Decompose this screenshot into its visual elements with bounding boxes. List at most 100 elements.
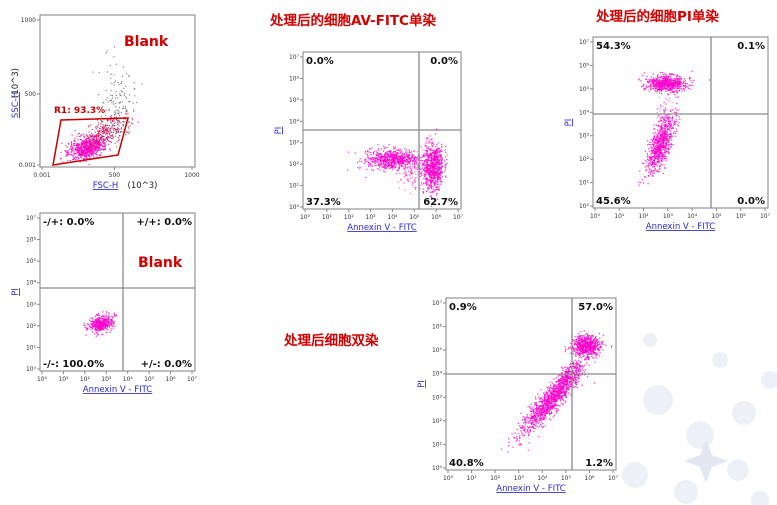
- quadrant-label-upper-left: 0.0%: [306, 56, 334, 67]
- x-tick-label: 0.001: [33, 172, 50, 179]
- quadrant-label-lower-right: 1.2%: [585, 458, 613, 469]
- y-tick-label: 10¹: [432, 441, 443, 448]
- y-axis-unit: (10^3): [11, 68, 21, 98]
- background-dot: [712, 352, 728, 368]
- x-tick-label: 10³: [514, 475, 525, 482]
- y-tick-label: 10⁶: [26, 237, 37, 244]
- y-tick-label: 10⁰: [579, 203, 590, 210]
- y-tick-label: 10⁵: [579, 86, 590, 93]
- x-tick-label: 10⁷: [608, 475, 619, 482]
- x-axis-label: FSC-H: [93, 181, 119, 191]
- quadrant-label-upper-right: +/+: 0.0%: [136, 217, 192, 228]
- x-tick-label: 10³: [101, 376, 112, 383]
- scatter-points: [501, 330, 613, 453]
- title-pi-single: 处理后的细胞PI单染: [595, 8, 719, 25]
- x-axis-unit: (10^3): [128, 181, 158, 191]
- y-tick-label: 10³: [432, 394, 443, 401]
- scatter-points: [83, 311, 117, 337]
- x-axis-label: Annexin V - FITC: [347, 223, 417, 233]
- x-tick-label: 10²: [344, 214, 355, 221]
- x-tick-label: 10⁶: [736, 213, 747, 220]
- background-dot: [643, 333, 657, 347]
- quadrant-label-lower-left: 37.3%: [306, 197, 341, 208]
- x-tick-label: 500: [109, 172, 121, 179]
- y-tick-label: 10⁷: [26, 215, 37, 222]
- x-tick-label: 10²: [639, 213, 650, 220]
- x-tick-label: 10⁰: [590, 213, 601, 220]
- background-star: [684, 439, 728, 483]
- y-tick-label: 10¹: [579, 180, 590, 187]
- x-tick-label: 10³: [663, 213, 674, 220]
- background-dot: [732, 401, 756, 425]
- y-tick-label: 10⁶: [289, 75, 300, 82]
- x-tick-label: 10¹: [58, 376, 69, 383]
- scatter-points: [56, 46, 143, 166]
- y-axis-label: PI: [274, 127, 284, 135]
- x-axis-label: Annexin V - FITC: [496, 484, 566, 494]
- background-dot: [622, 462, 648, 488]
- x-tick-label: 10⁷: [187, 376, 198, 383]
- y-tick-label: 10⁵: [26, 258, 37, 265]
- x-tick-label: 10⁴: [123, 376, 134, 383]
- x-tick-label: 10⁶: [584, 475, 595, 482]
- y-tick-label: 10³: [26, 301, 37, 308]
- background-decoration: [622, 333, 777, 505]
- x-tick-label: 10⁷: [760, 213, 771, 220]
- quadrant-label-upper-left: 0.9%: [449, 302, 477, 313]
- x-tick-label: 10¹: [467, 475, 478, 482]
- y-tick-label: 10²: [26, 323, 37, 330]
- x-axis-label: Annexin V - FITC: [83, 385, 153, 395]
- y-tick-label: 500: [25, 91, 37, 98]
- x-tick-label: 10⁵: [144, 376, 155, 383]
- background-dot: [751, 491, 769, 505]
- y-tick-label: 10⁷: [289, 54, 300, 61]
- y-tick-label: 10³: [289, 140, 300, 147]
- x-tick-label: 10⁰: [37, 376, 48, 383]
- quadrant-label-lower-right: 62.7%: [423, 197, 458, 208]
- x-tick-label: 10⁵: [409, 214, 420, 221]
- quadrant-label-lower-left: 45.6%: [596, 196, 631, 207]
- x-tick-label: 10⁰: [443, 475, 454, 482]
- background-dot: [686, 421, 714, 449]
- y-tick-label: 10²: [579, 156, 590, 163]
- plot-frame: [445, 297, 617, 471]
- y-tick-label: 10⁰: [26, 366, 37, 373]
- x-tick-label: 1000: [184, 172, 199, 179]
- y-tick-label: 10⁰: [289, 204, 300, 211]
- y-tick-label: 10¹: [26, 344, 37, 351]
- quadrant-label-lower-right: 0.0%: [737, 196, 765, 207]
- blank-annotation: Blank: [124, 34, 169, 50]
- x-tick-label: 10⁴: [387, 214, 398, 221]
- quadrant-label-upper-left: 54.3%: [596, 41, 631, 52]
- plot-frame: [39, 212, 196, 372]
- x-tick-label: 10⁰: [300, 214, 311, 221]
- y-tick-label: 10⁵: [289, 97, 300, 104]
- title-av-single: 处理后的细胞AV-FITC单染: [269, 12, 436, 29]
- y-tick-label: 10⁷: [432, 300, 443, 307]
- background-dot: [643, 385, 673, 415]
- y-tick-label: 10²: [432, 418, 443, 425]
- quadrant-label-upper-right: 57.0%: [578, 302, 613, 313]
- x-tick-label: 10⁴: [687, 213, 698, 220]
- quadrant-label-lower-left: -/-: 100.0%: [43, 359, 104, 370]
- x-tick-label: 10⁵: [711, 213, 722, 220]
- y-tick-label: 10⁶: [432, 324, 443, 331]
- plot-frame: [39, 14, 196, 168]
- y-tick-label: 10⁴: [432, 371, 443, 378]
- y-tick-label: 10⁷: [579, 39, 590, 46]
- y-tick-label: 10³: [579, 133, 590, 140]
- y-tick-label: 10¹: [289, 183, 300, 190]
- y-tick-label: 1000: [21, 17, 36, 24]
- y-tick-label: 10⁶: [579, 62, 590, 69]
- quadrant-label-lower-right: +/-: 0.0%: [141, 359, 192, 370]
- scatter-points: [347, 128, 449, 207]
- x-axis-label: Annexin V - FITC: [646, 222, 716, 232]
- y-axis-label: PI: [11, 288, 21, 296]
- y-tick-label: 0.001: [19, 162, 36, 169]
